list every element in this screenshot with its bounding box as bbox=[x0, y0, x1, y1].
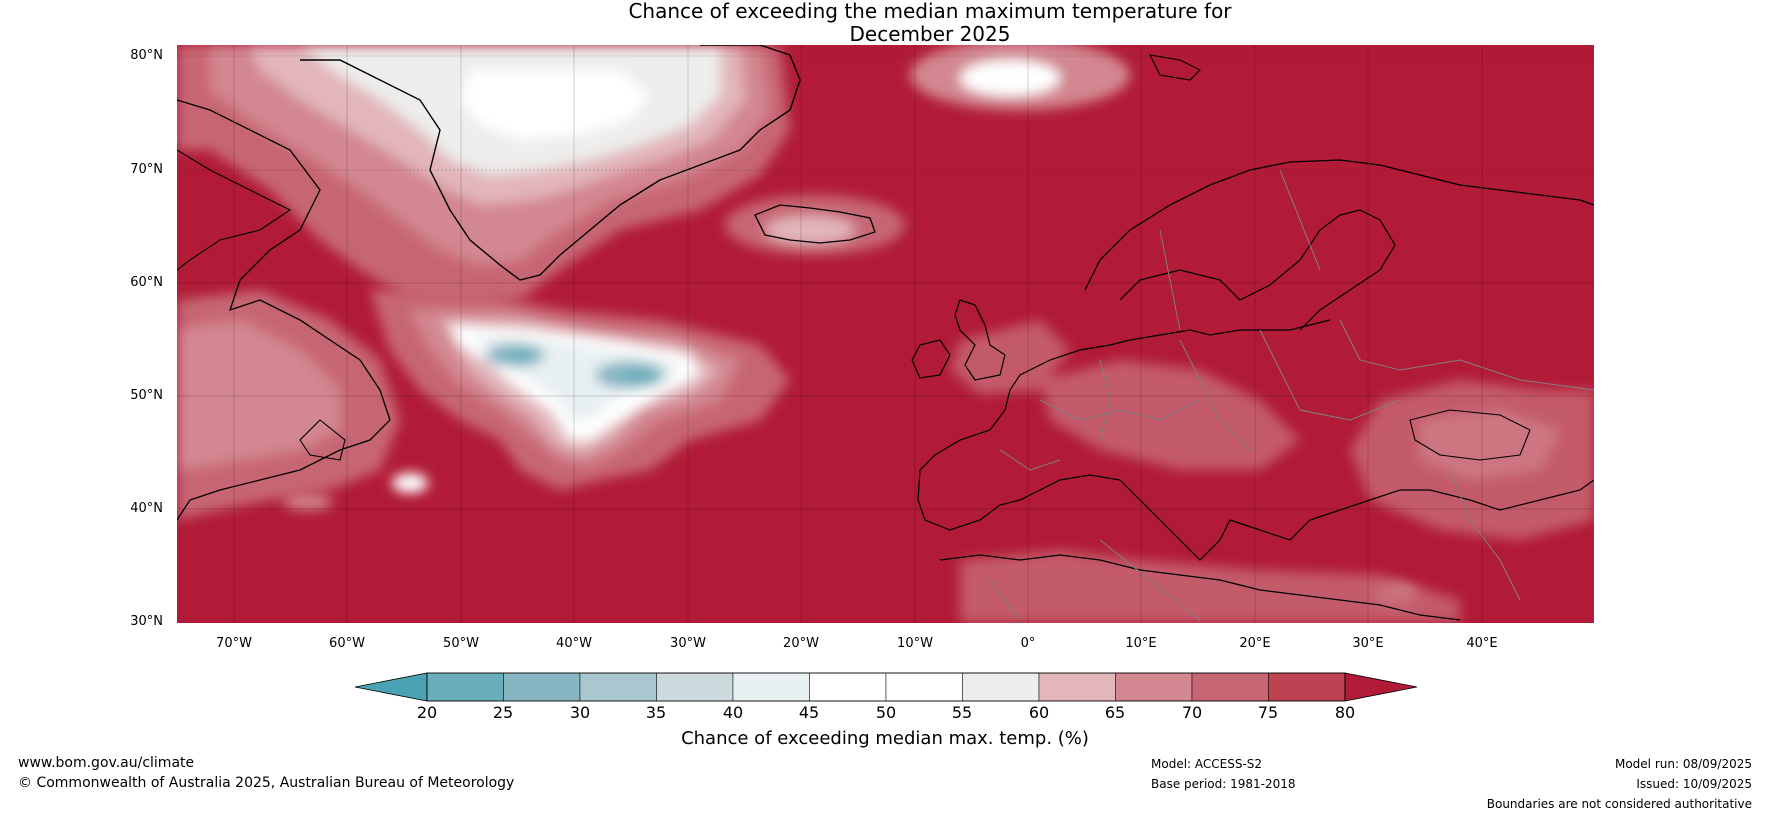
colorbar-tick-label: 70 bbox=[1181, 703, 1203, 722]
colorbar-cell bbox=[962, 672, 1040, 702]
colorbar-tick-label: 25 bbox=[492, 703, 514, 722]
contour-zone-70 bbox=[177, 320, 340, 470]
colorbar-cell bbox=[1191, 672, 1269, 702]
contour-spot bbox=[392, 473, 428, 493]
lon-label: 20°E bbox=[1239, 636, 1271, 651]
colorbar-tick-label: 80 bbox=[1334, 703, 1356, 722]
lat-label: 60°N bbox=[130, 275, 163, 290]
coastline-iceland bbox=[754, 204, 876, 244]
coastline-britain bbox=[954, 299, 1006, 381]
footer-issued: Issued: 10/09/2025 bbox=[1636, 777, 1752, 791]
contour-spot bbox=[283, 494, 333, 510]
coastline-canada bbox=[177, 99, 391, 521]
colorbar-extend-high bbox=[1344, 672, 1418, 702]
coastline-baffin bbox=[177, 149, 292, 271]
colorbar-tick-label: 40 bbox=[722, 703, 744, 722]
colorbar-cell bbox=[1115, 672, 1193, 702]
colorbar-tick-label: 35 bbox=[645, 703, 667, 722]
colorbar-tick-label: 45 bbox=[798, 703, 820, 722]
lon-label: 70°W bbox=[216, 636, 252, 651]
contour-zone-25 bbox=[505, 350, 535, 362]
colorbar-cell bbox=[426, 672, 504, 702]
coastline-north-africa bbox=[939, 554, 1461, 621]
lon-label: 30°E bbox=[1352, 636, 1384, 651]
coastline-europe-north bbox=[919, 319, 1331, 471]
colorbar-tick-label: 30 bbox=[569, 703, 591, 722]
lat-label: 80°N bbox=[130, 48, 163, 63]
coastline-greenland bbox=[300, 45, 801, 281]
colorbar-cell bbox=[1038, 672, 1116, 702]
lon-label: 50°W bbox=[443, 636, 479, 651]
colorbar-cell bbox=[885, 672, 963, 702]
colorbar-cell bbox=[656, 672, 734, 702]
lat-label: 70°N bbox=[130, 162, 163, 177]
lon-label: 60°W bbox=[329, 636, 365, 651]
footer-url[interactable]: www.bom.gov.au/climate bbox=[18, 755, 195, 771]
contour-zone-25 bbox=[622, 369, 658, 383]
colorbar-tick-label: 20 bbox=[416, 703, 438, 722]
contour-zone-65 bbox=[765, 216, 855, 244]
footer-copyright: © Commonwealth of Australia 2025, Austra… bbox=[18, 775, 515, 791]
coastline-norway bbox=[1084, 159, 1594, 291]
map-title-line1: Chance of exceeding the median maximum t… bbox=[628, 0, 1232, 23]
colorbar-cell bbox=[579, 672, 657, 702]
lon-label: 20°W bbox=[783, 636, 819, 651]
lon-label: 30°W bbox=[670, 636, 706, 651]
contour-zone-75 bbox=[950, 320, 1070, 395]
graticule bbox=[177, 45, 1594, 623]
contour-zone-55 bbox=[960, 60, 1060, 96]
footer-disclaimer: Boundaries are not considered authoritat… bbox=[1486, 797, 1752, 811]
map-panel bbox=[177, 45, 1594, 623]
coastline-mediterranean-north bbox=[917, 469, 1594, 561]
coastline-ireland bbox=[911, 339, 951, 379]
map-title-line2: December 2025 bbox=[849, 22, 1011, 46]
contour-zone-75 bbox=[960, 550, 1460, 623]
colorbar-cell bbox=[1268, 672, 1346, 702]
country-borders bbox=[989, 169, 1594, 621]
colorbar bbox=[354, 672, 1418, 702]
colorbar-tick-label: 75 bbox=[1257, 703, 1279, 722]
colorbar-extend-low bbox=[354, 672, 428, 702]
colorbar-cell bbox=[809, 672, 887, 702]
colorbar-cell bbox=[503, 672, 581, 702]
footer-model: Model: ACCESS-S2 bbox=[1151, 757, 1263, 771]
colorbar-tick-label: 55 bbox=[951, 703, 973, 722]
colorbar-tick-label: 60 bbox=[1028, 703, 1050, 722]
coastline-black-sea bbox=[1409, 409, 1531, 461]
colorbar-tick-label: 65 bbox=[1104, 703, 1126, 722]
lat-label: 30°N bbox=[130, 614, 163, 629]
colorbar-tick-label: 50 bbox=[875, 703, 897, 722]
footer-base-period: Base period: 1981-2018 bbox=[1151, 777, 1296, 791]
coastline-svalbard bbox=[1149, 54, 1201, 81]
lon-label: 40°E bbox=[1466, 636, 1498, 651]
colorbar-cell bbox=[732, 672, 810, 702]
lon-label: 40°W bbox=[556, 636, 592, 651]
contour-zone-55 bbox=[460, 70, 650, 140]
lat-label: 50°N bbox=[130, 388, 163, 403]
footer-model-run: Model run: 08/09/2025 bbox=[1614, 757, 1752, 771]
lon-label: 10°W bbox=[897, 636, 933, 651]
coastline-baltic bbox=[1119, 209, 1396, 331]
lon-label: 10°E bbox=[1125, 636, 1157, 651]
coastline-newfoundland bbox=[299, 419, 346, 461]
colorbar-title: Chance of exceeding median max. temp. (%… bbox=[681, 728, 1089, 749]
lat-label: 40°N bbox=[130, 501, 163, 516]
lon-label: 0° bbox=[1020, 636, 1036, 651]
colorbar-frame bbox=[426, 672, 1346, 702]
